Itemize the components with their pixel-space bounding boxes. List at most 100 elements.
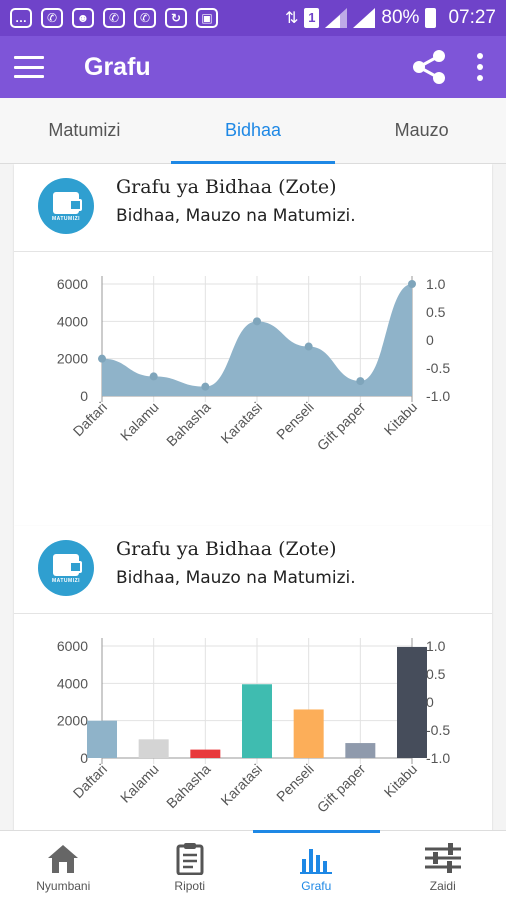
chart-card: MATUMIZI Grafu ya Bidhaa (Zote) Bidhaa, … bbox=[14, 526, 492, 830]
page-title: Grafu bbox=[84, 52, 151, 81]
data-point bbox=[356, 377, 365, 386]
logo-text: MATUMIZI bbox=[51, 578, 81, 584]
wallet-logo-icon: MATUMIZI bbox=[38, 178, 94, 234]
bar bbox=[138, 739, 169, 758]
vibrate-icon: ⇅ bbox=[285, 10, 299, 27]
x-tick-label: Karatasi bbox=[217, 399, 265, 447]
chart-list[interactable]: MATUMIZI Grafu ya Bidhaa (Zote) Bidhaa, … bbox=[0, 164, 506, 830]
app-bar: Grafu bbox=[0, 36, 506, 98]
home-icon bbox=[48, 845, 79, 873]
bar bbox=[293, 709, 324, 758]
nav-label: Nyumbani bbox=[36, 879, 91, 893]
y-tick-label-right: 0 bbox=[426, 332, 434, 348]
x-tick-label: Bahasha bbox=[163, 399, 214, 450]
clipboard-icon bbox=[176, 843, 204, 875]
notification-icons: … ✆ ☻ ✆ ✆ ↻ ▣ bbox=[10, 8, 218, 28]
sliders-icon bbox=[424, 843, 461, 873]
share-icon[interactable] bbox=[410, 48, 448, 86]
x-tick-label: Penseli bbox=[273, 399, 317, 443]
area-series bbox=[102, 284, 412, 396]
x-tick-label: Kalamu bbox=[117, 399, 162, 444]
x-tick-label: Kalamu bbox=[117, 761, 162, 806]
y-tick-label: 6000 bbox=[57, 638, 88, 654]
signal-icon bbox=[325, 8, 348, 28]
nav-grafu[interactable]: Grafu bbox=[253, 830, 380, 900]
nav-zaidi[interactable]: Zaidi bbox=[380, 831, 506, 900]
y-tick-label: 2000 bbox=[57, 351, 88, 367]
logo-text: MATUMIZI bbox=[51, 216, 81, 222]
data-point bbox=[98, 354, 106, 363]
card-subtitle: Bidhaa, Mauzo na Matumizi. bbox=[116, 206, 356, 226]
bar-chart-icon bbox=[300, 849, 333, 874]
clock: 07:27 bbox=[448, 7, 496, 28]
data-point bbox=[253, 317, 261, 326]
x-tick-label: Kitabu bbox=[381, 761, 420, 800]
bar bbox=[345, 743, 376, 758]
tab-bidhaa[interactable]: Bidhaa bbox=[169, 98, 338, 164]
y-tick-label: 0 bbox=[80, 388, 88, 404]
sim-icon: 1 bbox=[304, 8, 320, 28]
bar-chart: 6000 4000 2000 0 1.0 0.5 0 -0.5 -1.0 Daftari Kalam… bbox=[14, 614, 492, 830]
y-tick-label: 4000 bbox=[57, 313, 88, 329]
whatsapp-icon: ✆ bbox=[134, 8, 156, 28]
y-tick-label: 6000 bbox=[57, 276, 88, 292]
status-bar: … ✆ ☻ ✆ ✆ ↻ ▣ ⇅ 1 80% 07:27 bbox=[0, 0, 506, 36]
x-tick-label: Kitabu bbox=[381, 399, 420, 438]
whatsapp-icon: ✆ bbox=[41, 8, 63, 28]
bar bbox=[87, 720, 117, 758]
image-icon: ▣ bbox=[196, 8, 218, 28]
area-chart: 6000 4000 2000 0 1.0 0.5 0 -0.5 -1.0 Daftari Kalam… bbox=[14, 252, 492, 526]
nav-label: Grafu bbox=[301, 879, 332, 893]
x-tick-label: Bahasha bbox=[163, 761, 214, 812]
y-tick-label-right: -0.5 bbox=[426, 722, 450, 738]
battery-icon bbox=[425, 8, 437, 28]
nav-nyumbani[interactable]: Nyumbani bbox=[0, 831, 127, 900]
battery-percent: 80% bbox=[381, 7, 420, 28]
data-point bbox=[149, 372, 158, 381]
tab-matumizi[interactable]: Matumizi bbox=[48, 120, 121, 140]
y-tick-label-right: 1.0 bbox=[426, 276, 446, 292]
bar-chart-svg: 6000 4000 2000 0 1.0 0.5 0 -0.5 -1.0 Daftari Kalam… bbox=[57, 638, 450, 816]
y-tick-label: 2000 bbox=[57, 713, 88, 729]
nav-label: Zaidi bbox=[429, 879, 456, 893]
card-header: MATUMIZI Grafu ya Bidhaa (Zote) Bidhaa, … bbox=[14, 164, 492, 252]
y-tick-label: 4000 bbox=[57, 675, 88, 691]
card-title: Grafu ya Bidhaa (Zote) bbox=[116, 176, 337, 198]
y-tick-label-right: 0.5 bbox=[426, 666, 446, 682]
data-point bbox=[201, 382, 210, 391]
nav-ripoti[interactable]: Ripoti bbox=[127, 831, 254, 900]
chart-card: MATUMIZI Grafu ya Bidhaa (Zote) Bidhaa, … bbox=[14, 164, 492, 526]
sync-icon: ↻ bbox=[165, 8, 187, 28]
x-tick-label: Daftari bbox=[70, 399, 110, 439]
bar bbox=[242, 684, 272, 758]
chat-icon: … bbox=[10, 8, 32, 28]
card-header: MATUMIZI Grafu ya Bidhaa (Zote) Bidhaa, … bbox=[14, 526, 492, 614]
whatsapp-icon: ✆ bbox=[103, 8, 125, 28]
card-title: Grafu ya Bidhaa (Zote) bbox=[116, 538, 337, 560]
x-tick-label: Karatasi bbox=[217, 761, 265, 809]
wallet-logo-icon: MATUMIZI bbox=[38, 540, 94, 596]
spy-icon: ☻ bbox=[72, 8, 94, 28]
nav-label: Ripoti bbox=[174, 879, 206, 893]
more-options-icon[interactable] bbox=[470, 50, 490, 84]
y-tick-label-right: 1.0 bbox=[426, 638, 446, 654]
x-tick-label: Gift paper bbox=[314, 761, 369, 816]
tab-bar: Matumizi Bidhaa Mauzo bbox=[0, 98, 506, 164]
y-tick-label-right: -1.0 bbox=[426, 388, 450, 404]
bar bbox=[397, 646, 427, 758]
tab-mauzo[interactable]: Mauzo bbox=[394, 120, 449, 140]
area-chart-svg: 6000 4000 2000 0 1.0 0.5 0 -0.5 -1.0 Daftari Kalam… bbox=[57, 276, 450, 454]
x-tick-label: Penseli bbox=[273, 761, 317, 805]
signal-icon bbox=[353, 8, 376, 28]
y-tick-label-right: -1.0 bbox=[426, 750, 450, 766]
y-tick-label-right: 0 bbox=[426, 694, 434, 710]
bottom-navigation: Nyumbani Ripoti Grafu Zaidi bbox=[0, 830, 506, 900]
card-subtitle: Bidhaa, Mauzo na Matumizi. bbox=[116, 568, 356, 588]
y-tick-label: 0 bbox=[80, 750, 88, 766]
bar bbox=[190, 749, 221, 758]
y-tick-label-right: -0.5 bbox=[426, 360, 450, 376]
x-tick-label: Daftari bbox=[70, 761, 110, 801]
data-point bbox=[304, 342, 313, 351]
data-point bbox=[408, 280, 416, 288]
menu-icon[interactable] bbox=[14, 56, 44, 78]
